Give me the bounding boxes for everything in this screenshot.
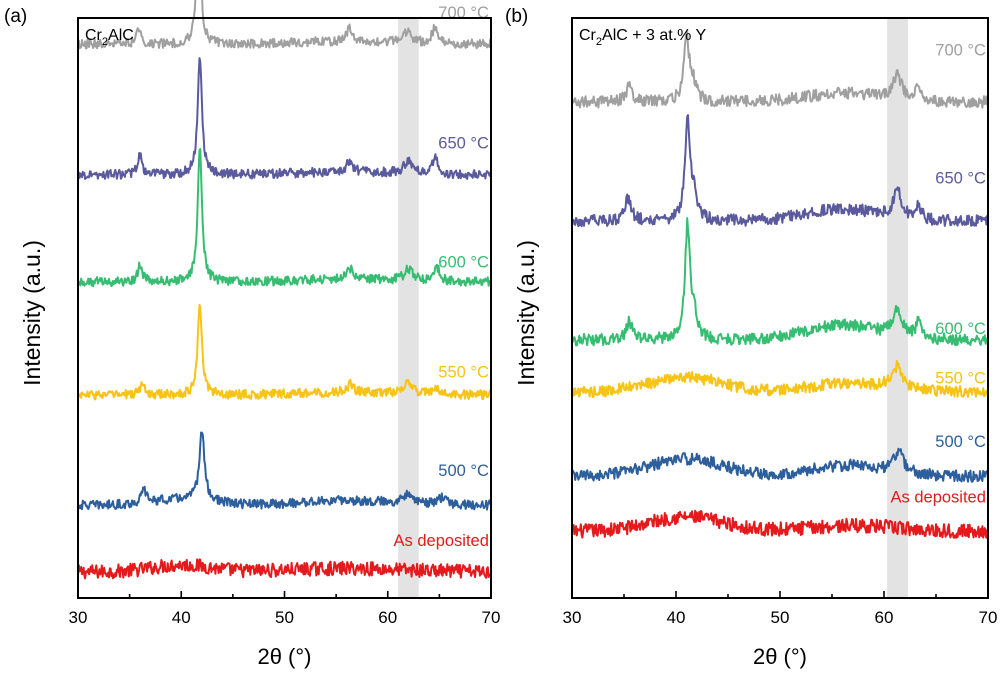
panel-label: (b) bbox=[505, 6, 528, 27]
series-line-5 bbox=[77, 0, 492, 50]
x-tick-label: 30 bbox=[563, 608, 582, 627]
series-line-0 bbox=[571, 509, 989, 539]
x-tick-label: 40 bbox=[667, 608, 686, 627]
composition-rest: AlC bbox=[108, 27, 134, 44]
x-tick-label: 50 bbox=[275, 608, 294, 627]
composition-subscript: 2 bbox=[102, 36, 108, 48]
composition-base: Cr bbox=[579, 27, 597, 44]
series-label: As deposited bbox=[394, 532, 489, 550]
composition-subscript: 2 bbox=[596, 36, 602, 48]
x-tick-label: 70 bbox=[979, 608, 998, 627]
series-line-5 bbox=[571, 29, 989, 109]
series-line-3 bbox=[77, 148, 492, 288]
series-label: 500 °C bbox=[438, 462, 489, 480]
x-tick-label: 60 bbox=[875, 608, 894, 627]
x-tick-label: 40 bbox=[172, 608, 191, 627]
series-line-1 bbox=[571, 447, 989, 483]
composition-rest: AlC + 3 at.% Y bbox=[602, 27, 707, 44]
series-label: As deposited bbox=[891, 488, 986, 506]
series-label: 700 °C bbox=[935, 42, 986, 60]
highlight-band bbox=[398, 18, 419, 598]
series-line-0 bbox=[77, 558, 492, 580]
series-line-2 bbox=[571, 359, 989, 398]
x-tick-label: 60 bbox=[378, 608, 397, 627]
series-label: 650 °C bbox=[935, 169, 986, 187]
series-label: 550 °C bbox=[438, 364, 489, 382]
series-label: 600 °C bbox=[935, 320, 986, 338]
panel-label: (a) bbox=[4, 6, 27, 27]
series-label: 600 °C bbox=[438, 253, 489, 271]
y-axis-label: Intensity (a.u.) bbox=[19, 240, 45, 386]
series-line-2 bbox=[77, 303, 492, 401]
x-tick-label: 50 bbox=[771, 608, 790, 627]
series-line-4 bbox=[571, 114, 989, 228]
composition-label: Cr2AlC bbox=[85, 27, 134, 48]
composition-label: Cr2AlC + 3 at.% Y bbox=[579, 27, 707, 48]
series-label: 650 °C bbox=[438, 135, 489, 153]
plot-frame bbox=[77, 17, 492, 599]
x-axis-label: 2θ (°) bbox=[257, 644, 311, 669]
series-line-1 bbox=[77, 431, 492, 511]
panel-a: As deposited 500 °C 550 °C 600 °C 650 °C 700 … bbox=[4, 0, 500, 669]
plot-frame bbox=[571, 17, 989, 599]
series-label: 700 °C bbox=[438, 4, 489, 22]
y-axis-label: Intensity (a.u.) bbox=[513, 240, 539, 386]
panel-b: As deposited 500 °C 550 °C 600 °C 650 °C 700 … bbox=[505, 6, 997, 669]
x-tick-label: 30 bbox=[69, 608, 88, 627]
x-tick-label: 70 bbox=[482, 608, 501, 627]
series-line-4 bbox=[77, 57, 492, 180]
x-axis-label: 2θ (°) bbox=[753, 644, 807, 669]
composition-base: Cr bbox=[85, 27, 103, 44]
series-line-3 bbox=[571, 217, 989, 347]
series-label: 550 °C bbox=[935, 369, 986, 387]
series-label: 500 °C bbox=[935, 433, 986, 451]
